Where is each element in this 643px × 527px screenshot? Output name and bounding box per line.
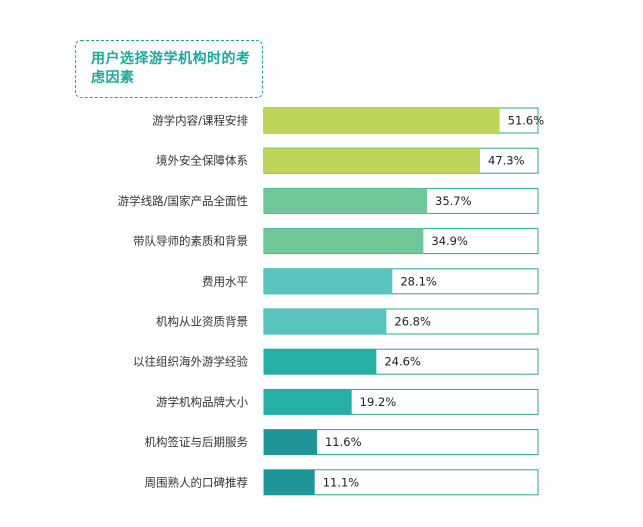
category-label: 游学内容/课程安排 <box>152 114 248 128</box>
bar <box>264 268 393 294</box>
bar <box>264 148 481 174</box>
bar <box>264 309 387 334</box>
data-label: 47.3% <box>488 154 525 168</box>
category-label: 机构签证与后期服务 <box>145 435 249 449</box>
data-label: 26.8% <box>394 315 431 329</box>
data-label: 11.1% <box>323 475 360 489</box>
category-label: 周围熟人的口碑推荐 <box>145 475 249 489</box>
category-label: 费用水平 <box>202 274 248 288</box>
bar <box>264 469 315 495</box>
category-label: 境外安全保障体系 <box>156 154 248 168</box>
data-label: 35.7% <box>435 194 472 208</box>
data-label: 19.2% <box>360 395 397 409</box>
category-label: 机构从业资质背景 <box>156 315 248 329</box>
chart-title: 用户选择游学机构时的考虑因素 <box>91 51 251 86</box>
title-frame <box>75 40 263 98</box>
bar <box>264 228 424 254</box>
category-label: 游学线路/国家产品全面性 <box>118 194 248 208</box>
bar <box>264 429 317 455</box>
data-label: 11.6% <box>325 435 362 449</box>
category-label: 以往组织海外游学经验 <box>133 355 248 369</box>
data-label: 28.1% <box>400 274 437 288</box>
category-label: 游学机构品牌大小 <box>156 395 248 409</box>
bar <box>264 108 500 133</box>
category-label: 带队导师的素质和背景 <box>133 234 248 248</box>
bar <box>264 349 377 375</box>
data-label: 24.6% <box>384 355 421 369</box>
data-label: 51.6% <box>508 114 545 128</box>
bar <box>264 389 352 415</box>
bar <box>264 188 428 214</box>
data-label: 34.9% <box>431 234 468 248</box>
